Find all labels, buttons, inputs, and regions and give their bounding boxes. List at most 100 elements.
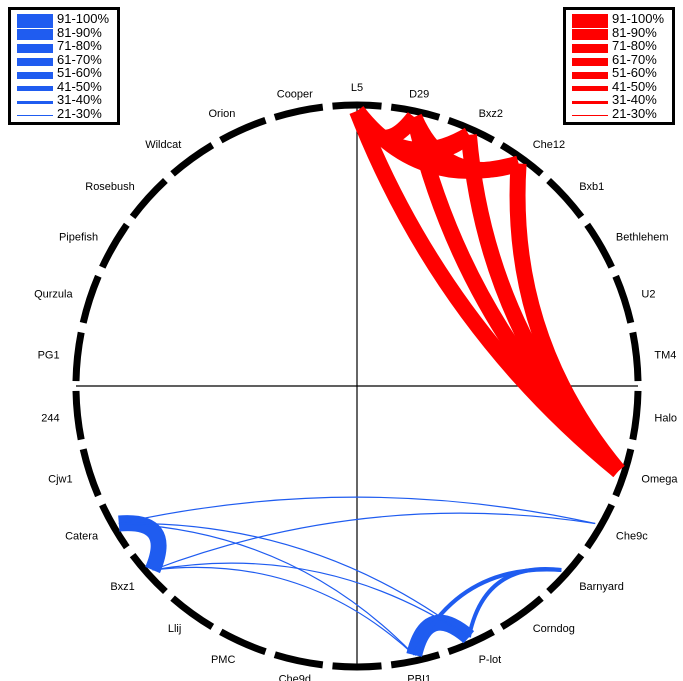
node-labels: L5 D29 Bxz2 Che12 Bxb1 Bethlehem U2 TM4 Halo Omeg… (34, 82, 678, 681)
legend-red-label: 61-70% (612, 51, 657, 67)
legend-blue: 91-100% 81-90% 71-80% 61-70% 51-60% 41-50% 31-… (8, 7, 120, 125)
node-label-omega: Omega (641, 473, 678, 485)
node-label-che9d: Che9d (279, 674, 311, 681)
node-label-che9c: Che9c (616, 531, 648, 543)
node-label-catera: Catera (65, 531, 99, 543)
node-segment-p-lot (447, 628, 495, 656)
node-label-wildcat: Wildcat (145, 139, 181, 151)
node-label-pmc: PMC (211, 654, 236, 666)
legend-red-row: 91-100% (566, 11, 672, 28)
node-label-bethlehem: Bethlehem (616, 232, 669, 244)
node-segment-barnyard (546, 552, 585, 595)
node-ring (72, 101, 642, 671)
node-segment-rosebush (129, 177, 168, 220)
node-label-qurzula: Qurzula (34, 289, 73, 301)
legend-red-row: 21-30% (566, 105, 672, 122)
node-segment-bxz2 (447, 116, 495, 144)
node-segment-pipefish (99, 222, 130, 269)
node-label-corndog: Corndog (533, 623, 575, 635)
legend-blue-row: 21-30% (11, 105, 117, 122)
node-label-bxz1: Bxz1 (110, 581, 134, 593)
legend-red: 91-100% 81-90% 71-80% 61-70% 51-60% 41-50% 31-… (563, 7, 675, 125)
legend-blue-row: 61-70% (11, 51, 117, 68)
node-segment-llij (170, 595, 215, 630)
node-segment-244 (72, 390, 85, 441)
node-segment-qurzula (79, 274, 102, 324)
node-label-llij: Llij (168, 623, 181, 635)
node-segment-catera (99, 503, 130, 550)
node-segment-halo (629, 390, 642, 441)
node-label-cjw1: Cjw1 (48, 473, 72, 485)
legend-blue-label: 71-80% (57, 38, 102, 53)
link-bxz1-che9c (152, 512, 596, 571)
legend-blue-row: 91-100% (11, 12, 117, 28)
node-label-pipefish: Pipefish (59, 232, 98, 244)
legend-blue-label: 51-60% (57, 65, 102, 80)
node-segment-che8 (332, 662, 382, 671)
legend-blue-row: 31-40% (11, 92, 117, 108)
legend-red-swatch (572, 114, 608, 117)
link-catera-pbi1 (118, 522, 415, 656)
node-label-pbi1: PBI1 (407, 674, 431, 681)
legend-blue-row: 51-60% (11, 65, 117, 81)
legend-blue-row: 71-80% (11, 38, 117, 54)
node-label-l5: L5 (351, 82, 363, 94)
node-segment-cjw1 (79, 448, 102, 498)
legend-red-label: 91-100% (612, 11, 665, 26)
legend-red-row: 41-50% (566, 79, 672, 95)
node-segment-u2 (612, 274, 635, 324)
node-segment-orion (219, 116, 267, 144)
node-segment-che9c (584, 503, 615, 550)
legend-red-swatch (572, 71, 608, 79)
legend-blue-label: 31-40% (57, 92, 102, 107)
node-segment-bxz1 (129, 552, 168, 595)
links (118, 106, 625, 658)
legend-blue-label: 21-30% (57, 105, 102, 121)
legend-red-swatch (572, 100, 608, 104)
legend-red-label: 81-90% (612, 24, 657, 40)
node-segment-pbi1 (390, 651, 441, 669)
legend-red-swatch (572, 14, 608, 28)
node-label-bxz2: Bxz2 (479, 108, 503, 120)
node-segment-pmc (219, 628, 267, 656)
link-barnyard-p-lot (466, 567, 562, 638)
legend-blue-label: 41-50% (57, 78, 102, 94)
legend-blue-label: 81-90% (57, 24, 102, 40)
legend-red-swatch (572, 86, 608, 91)
node-label-halo: Halo (654, 412, 677, 424)
node-label-244: 244 (41, 412, 59, 424)
legend-blue-swatch (17, 86, 53, 91)
node-label-orion: Orion (208, 108, 235, 120)
node-segment-d29 (390, 103, 441, 121)
node-segment-bxb1 (546, 177, 585, 220)
legend-red-row: 31-40% (566, 93, 672, 108)
legend-red-label: 21-30% (612, 105, 657, 121)
legend-blue-row: 81-90% (11, 24, 117, 41)
node-segment-omega (612, 448, 635, 498)
node-label-cooper: Cooper (277, 89, 313, 101)
link-catera-p-lot (118, 522, 470, 638)
node-label-tm4: TM4 (654, 350, 676, 362)
legend-blue-label: 61-70% (57, 51, 102, 67)
legend-blue-row: 41-50% (11, 78, 117, 95)
legend-blue-swatch (17, 29, 53, 40)
legend-red-row: 71-80% (566, 39, 672, 54)
legend-red-row: 61-70% (566, 51, 672, 68)
node-segment-bethlehem (584, 222, 615, 269)
legend-blue-swatch (17, 71, 53, 79)
legend-blue-swatch (17, 57, 53, 66)
node-label-rosebush: Rosebush (85, 181, 135, 193)
legend-red-row: 51-60% (566, 65, 672, 81)
node-segment-wildcat (170, 142, 215, 177)
legend-red-swatch (572, 57, 608, 66)
legend-red-swatch (572, 29, 608, 40)
legend-red-swatch (572, 43, 608, 53)
node-label-p-lot: P-lot (479, 654, 502, 666)
node-label-pg1: PG1 (38, 350, 60, 362)
link-bxz1-pbi1 (152, 566, 415, 656)
node-segment-che9d (273, 651, 324, 669)
node-segment-tm4 (629, 331, 642, 382)
legend-blue-swatch (17, 14, 53, 28)
legend-red-label: 51-60% (612, 65, 657, 80)
